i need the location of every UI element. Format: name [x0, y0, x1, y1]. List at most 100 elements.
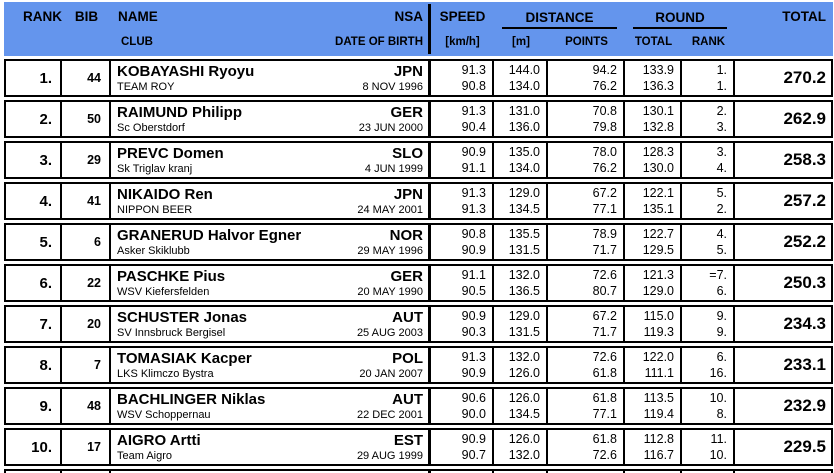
speed-round1: 91.3 [461, 63, 486, 77]
result-row: 4. 41 NIKAIDO Ren JPN NIPPON BEER 24 MAY… [4, 182, 833, 220]
points-round2: 71.7 [592, 243, 617, 257]
header-distance-unit: [m] [512, 35, 530, 48]
club-name: LKS Klimczo Bystra [117, 367, 214, 380]
header-speed-unit: [km/h] [445, 35, 480, 48]
round-rank-2: 16. [709, 366, 727, 380]
round-total-1: 128.3 [642, 145, 674, 159]
round-rank-cell: 3. 4. [682, 143, 735, 177]
round-total-2: 132.8 [642, 120, 674, 134]
points-round1: 72.6 [592, 268, 617, 282]
speed-round2: 91.3 [461, 202, 486, 216]
name-cell [111, 471, 431, 473]
round-total-1: 113.5 [643, 391, 674, 405]
round-rank-1: 9. [716, 309, 727, 323]
header-round-rank: RANK [691, 35, 726, 48]
club-name: Sc Oberstdorf [117, 121, 185, 134]
result-row: 7. 20 SCHUSTER Jonas AUT SV Innsbruck Be… [4, 305, 833, 343]
speed-round1: 90.9 [461, 309, 486, 323]
speed-cell: 91.3 91.3 [431, 184, 494, 218]
distance-round2: 134.5 [508, 407, 540, 421]
header-round-group: ROUND [625, 4, 735, 29]
points-round1: 61.8 [592, 391, 617, 405]
header-spacer-rank [6, 29, 62, 54]
header-round-total: TOTAL [634, 35, 673, 48]
round-total-1: 130.1 [642, 104, 674, 118]
distance-round1: 129.0 [508, 186, 540, 200]
distance-round2: 134.0 [508, 161, 540, 175]
athlete-name: NIKAIDO Ren [117, 185, 213, 203]
name-cell: GRANERUD Halvor Egner NOR Asker Skiklubb… [111, 225, 431, 259]
round-total-2: 119.3 [643, 325, 674, 339]
speed-cell: 90.9 90.7 [431, 430, 494, 464]
round-rank-2: 5. [716, 243, 727, 257]
points-round2: 72.6 [592, 448, 617, 462]
club-name: Asker Skiklubb [117, 244, 190, 257]
distance-round1: 132.0 [508, 350, 540, 364]
round-total-1: 133.9 [642, 63, 674, 77]
total-cell: 270.2 [783, 68, 826, 87]
distance-cell: 129.0 131.5 [494, 307, 548, 341]
partial-next-row [4, 469, 833, 473]
total-cell: 258.3 [783, 150, 826, 169]
round-rank-2: 1. [716, 79, 727, 93]
speed-cell: 90.8 90.9 [431, 225, 494, 259]
round-total-cell: 121.3 129.0 [625, 266, 682, 300]
birth-date: 20 JAN 2007 [359, 367, 423, 380]
round-total-cell: 113.5 119.4 [625, 389, 682, 423]
points-cell: 61.8 77.1 [548, 389, 625, 423]
birth-date: 23 JUN 2000 [358, 121, 423, 134]
distance-round1: 129.0 [508, 309, 540, 323]
points-round1: 94.2 [592, 63, 617, 77]
club-name: NIPPON BEER [117, 203, 193, 216]
points-cell: 78.9 71.7 [548, 225, 625, 259]
bib-cell: 29 [62, 143, 111, 177]
points-round1: 72.6 [592, 350, 617, 364]
results-body: 1. 44 KOBAYASHI Ryoyu JPN TEAM ROY 8 NOV… [4, 59, 834, 466]
distance-round1: 131.0 [508, 104, 540, 118]
round-total-cell: 122.1 135.1 [625, 184, 682, 218]
name-cell: SCHUSTER Jonas AUT SV Innsbruck Bergisel… [111, 307, 431, 341]
round-total-cell: 130.1 132.8 [625, 102, 682, 136]
nsa-code: AUT [392, 308, 423, 326]
round-total-1: 112.8 [643, 432, 674, 446]
round-total-2: 129.0 [642, 284, 674, 298]
nsa-code: GER [390, 103, 423, 121]
header-bib: BIB [74, 9, 99, 24]
birth-date: 29 MAY 1996 [357, 244, 423, 257]
bib-cell: 48 [62, 389, 111, 423]
total-cell: 233.1 [783, 355, 826, 374]
round-total-2: 136.3 [642, 79, 674, 93]
round-rank-1: 10. [709, 391, 727, 405]
bib-cell [62, 471, 111, 473]
result-row: 1. 44 KOBAYASHI Ryoyu JPN TEAM ROY 8 NOV… [4, 59, 833, 97]
header-round: ROUND [633, 10, 727, 29]
header-club-dob: CLUB DATE OF BIRTH [111, 29, 431, 54]
round-rank-2: 8. [716, 407, 727, 421]
result-row: 3. 29 PREVC Domen SLO Sk Triglav kranj 4… [4, 141, 833, 179]
speed-round1: 91.3 [461, 104, 486, 118]
points-cell: 61.8 72.6 [548, 430, 625, 464]
club-name: Team Aigro [117, 449, 173, 462]
header-total: TOTAL [782, 9, 826, 24]
result-row: 9. 48 BACHLINGER Niklas AUT WSV Schopper… [4, 387, 833, 425]
bib-cell: 17 [62, 430, 111, 464]
round-rank-1: 4. [716, 227, 727, 241]
points-round2: 76.2 [592, 79, 617, 93]
nsa-code: NOR [389, 226, 423, 244]
club-name: TEAM ROY [117, 80, 175, 93]
rank-cell: 4. [6, 184, 62, 218]
round-rank-1: 11. [710, 432, 727, 446]
nsa-code: EST [393, 431, 423, 449]
header-nsa: NSA [394, 9, 423, 24]
speed-round2: 90.7 [461, 448, 486, 462]
bib-cell: 7 [62, 348, 111, 382]
points-cell: 72.6 80.7 [548, 266, 625, 300]
birth-date: 4 JUN 1999 [364, 162, 423, 175]
bib-cell: 41 [62, 184, 111, 218]
speed-cell: 90.6 90.0 [431, 389, 494, 423]
distance-cell: 135.5 131.5 [494, 225, 548, 259]
speed-cell: 90.9 91.1 [431, 143, 494, 177]
result-row: 2. 50 RAIMUND Philipp GER Sc Oberstdorf … [4, 100, 833, 138]
round-rank-cell: 11. 10. [682, 430, 735, 464]
